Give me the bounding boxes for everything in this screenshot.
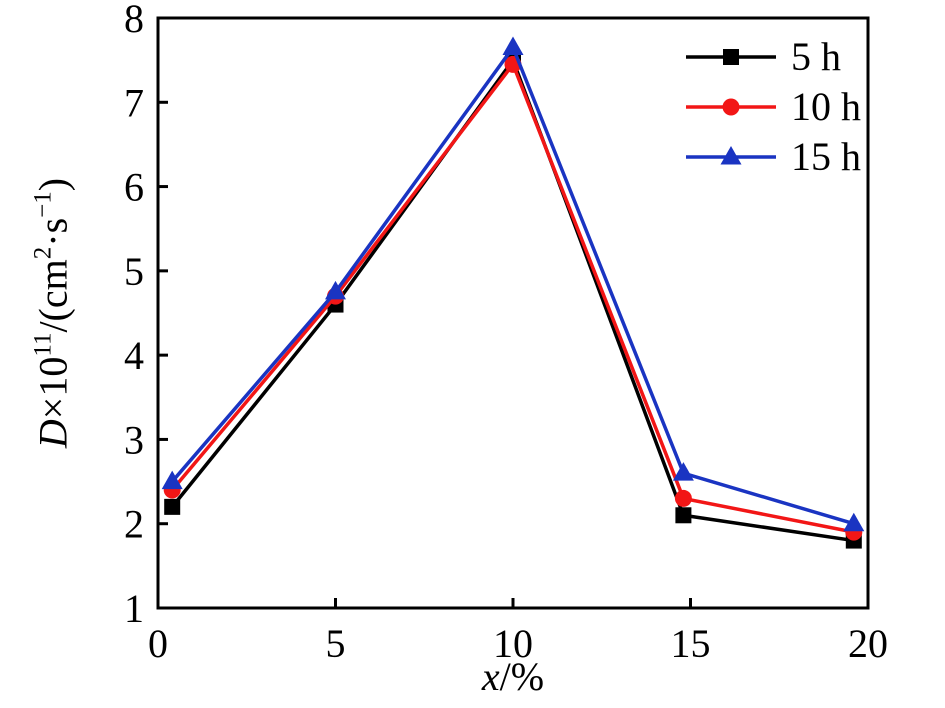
triangle-marker (672, 462, 694, 481)
axis-title-part: ×10 (30, 356, 76, 420)
legend-label: 10 h (791, 84, 861, 129)
legend-label: 15 h (791, 134, 861, 179)
x-tick-label-20: 20 (848, 621, 888, 666)
axis-title-part: ·s (30, 217, 76, 247)
y-tick-label-2: 2 (124, 502, 144, 547)
y-tick-label-8: 8 (124, 0, 144, 41)
axis-title-part: /(cm (30, 259, 76, 333)
legend-label: 5 h (791, 34, 841, 79)
axis-title-part: 2 (29, 246, 57, 260)
y-tick-label-6: 6 (124, 165, 144, 210)
y-axis-title: D×1011/(cm2·s−1) (29, 177, 76, 449)
y-tick-label-3: 3 (124, 417, 144, 462)
y-tick-label-5: 5 (124, 249, 144, 294)
x-axis-title: x/% (482, 657, 544, 697)
legend-square-marker (723, 49, 739, 65)
axis-title-part: 11 (29, 332, 57, 357)
legend-circle-swatch (686, 98, 776, 116)
data-series (161, 36, 865, 549)
square-marker (675, 507, 692, 524)
legend-square-swatch (686, 49, 776, 65)
triangle-marker (843, 512, 865, 532)
y-tick-label-1: 1 (124, 586, 144, 631)
y-tick-label-4: 4 (124, 333, 144, 378)
triangle-marker (161, 470, 183, 490)
legend-triangle-marker (720, 146, 742, 165)
x-tick-label-0: 0 (148, 621, 168, 666)
legend-circle-marker (722, 98, 740, 116)
axis-title-part: ) (30, 177, 76, 192)
tick-labels: 0 5 10 15 20 1 2 3 4 5 6 7 8 (124, 0, 888, 666)
x-tick-label-15: 15 (671, 621, 711, 666)
legend-item-15-h: 15 h (684, 132, 861, 182)
legend-triangle-swatch (686, 146, 776, 165)
axis-title-part: x (481, 654, 500, 699)
axis-ticks (156, 16, 870, 610)
series-15-h (161, 36, 865, 532)
axis-title-part: −1 (29, 191, 57, 218)
square-marker (164, 498, 181, 515)
triangle-marker (325, 280, 346, 300)
circle-marker (674, 489, 692, 507)
triangle-marker (502, 36, 524, 55)
y-tick-label-7: 7 (124, 80, 144, 125)
axis-title-part: D (30, 419, 76, 449)
x-tick-label-10: 10 (493, 621, 533, 666)
legend-item-5-h: 5 h (684, 32, 861, 82)
legend-item-10-h: 10 h (684, 82, 861, 132)
legend: 5 h 10 h 15 h (684, 32, 861, 182)
x-tick-label-5: 5 (326, 621, 346, 666)
axis-title-part: /% (499, 654, 545, 699)
